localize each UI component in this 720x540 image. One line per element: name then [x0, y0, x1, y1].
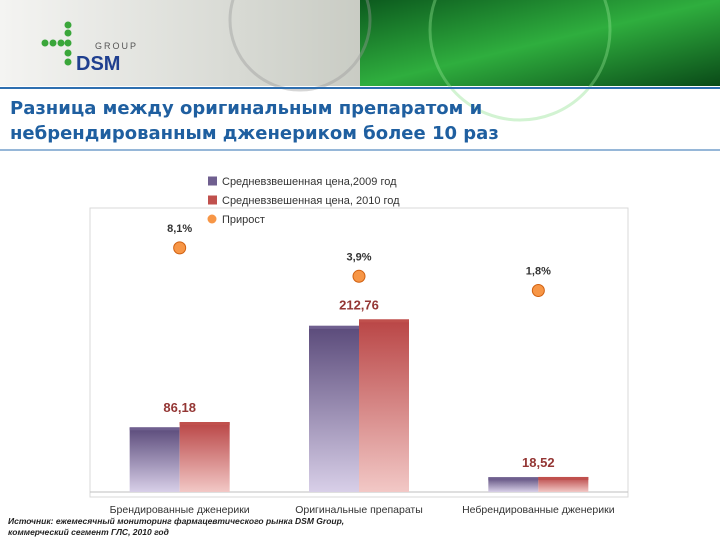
growth-marker — [531, 283, 545, 297]
logo-name: DSM — [76, 53, 120, 75]
legend-label: Средневзвешенная цена,2009 год — [222, 176, 397, 188]
source-note: Источник: ежемесячный мониторинг фармаце… — [8, 516, 345, 537]
slide-title: Разница между оригинальным препаратом и … — [10, 98, 499, 144]
data-label: 86,18 — [163, 400, 196, 415]
legend-label: Прирост — [222, 214, 265, 226]
bar-cap — [359, 319, 409, 323]
bar-cap — [129, 427, 180, 431]
bar-cap — [488, 477, 539, 481]
clock-deco — [228, 0, 372, 92]
clock-deco — [428, 0, 612, 122]
bar-cap — [309, 325, 359, 329]
bar — [359, 319, 409, 492]
bar — [538, 476, 589, 492]
legend-swatch — [208, 195, 217, 205]
bar — [488, 477, 539, 492]
bar — [129, 427, 180, 492]
x-tick-label: Небрендированные дженерики — [462, 504, 615, 516]
bar — [309, 325, 359, 492]
legend-swatch — [208, 176, 217, 186]
data-label: 3,9% — [346, 251, 371, 263]
header-green — [360, 0, 720, 86]
bar-cap — [179, 422, 230, 426]
data-label: 1,8% — [526, 265, 551, 277]
logo-dots — [41, 21, 72, 66]
data-label: 8,1% — [167, 223, 192, 235]
bar — [179, 422, 230, 492]
logo-group: GROUP — [95, 41, 138, 51]
legend-swatch — [207, 214, 217, 224]
x-tick-label: Брендированные дженерики — [110, 504, 250, 516]
legend-label: Средневзвешенная цена, 2010 год — [222, 195, 400, 207]
plot-frame — [89, 207, 629, 498]
data-label: 212,76 — [339, 297, 379, 312]
bar-cap — [538, 476, 589, 480]
growth-marker — [352, 269, 366, 283]
x-tick-label: Оригинальные препараты — [295, 504, 423, 516]
data-label: 18,52 — [522, 455, 555, 470]
growth-marker — [173, 241, 187, 255]
